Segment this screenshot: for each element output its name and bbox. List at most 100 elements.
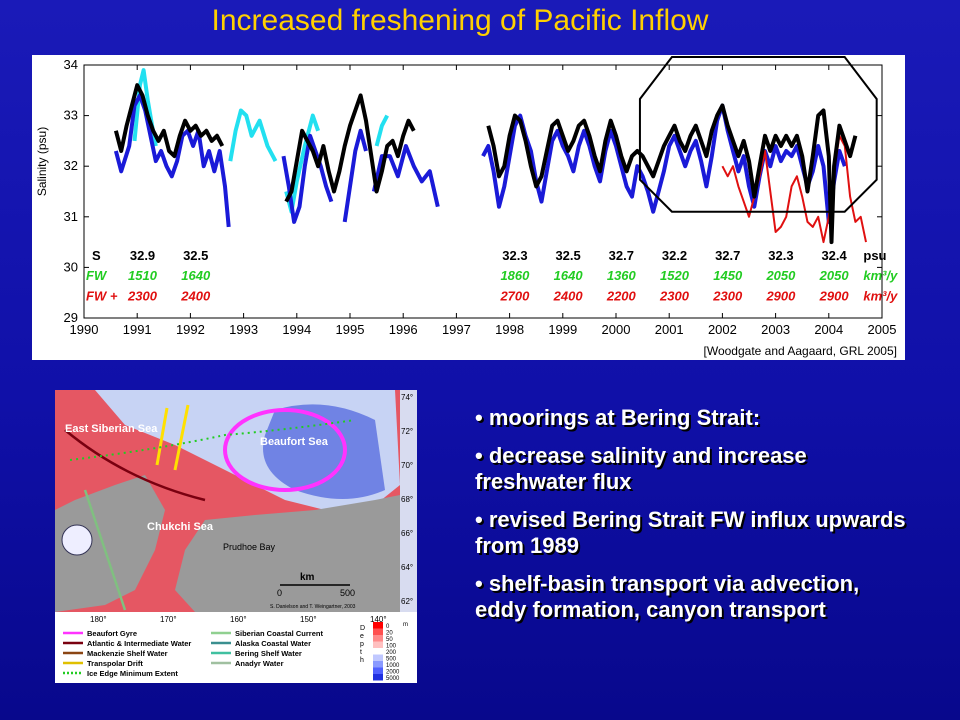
coastal-current-path: [83, 489, 127, 611]
depth-swatch: [373, 654, 383, 661]
logo-seal: [61, 524, 93, 556]
fwplus-row-value: 2300: [659, 288, 690, 303]
salinity-row-label: S: [92, 248, 101, 263]
label-beaufort: Beaufort Sea: [260, 436, 329, 448]
fwplus-row-unit: km³/y: [863, 288, 898, 303]
x-tick-label: 2004: [814, 322, 843, 337]
map-credit: S. Danielson and T. Weingartner, 2003: [270, 604, 356, 610]
fw-row-value: 1640: [181, 268, 211, 283]
x-tick-label: 2000: [602, 322, 631, 337]
fwplus-row-value: 2300: [127, 288, 158, 303]
x-tick-label: 1999: [548, 322, 577, 337]
depth-swatch: [373, 661, 383, 668]
fw-row-value: 1510: [128, 268, 158, 283]
citation: [Woodgate and Aagaard, GRL 2005]: [703, 344, 897, 358]
legend-label: Siberian Coastal Current: [235, 629, 323, 638]
highlight-octagon: [638, 56, 878, 213]
x-tick-label: 1998: [495, 322, 524, 337]
fw-row-value: 1640: [554, 268, 584, 283]
x-tick-label: 1991: [123, 322, 152, 337]
scale-km-label: km: [300, 572, 315, 583]
fw-row-value: 1360: [607, 268, 637, 283]
x-tick-label: 1990: [70, 322, 99, 337]
fw-row-value: 1450: [713, 268, 743, 283]
arctic-map-panel: East Siberian Sea Beaufort Sea Chukchi S…: [55, 390, 417, 683]
fwplus-row-value: 2400: [553, 288, 584, 303]
fw-row-label: FW: [86, 268, 108, 283]
fw-row-value: 2050: [765, 268, 796, 283]
map-lat-tick: 68°: [401, 495, 413, 504]
depth-tick: 0: [386, 624, 390, 630]
x-tick-label: 1993: [229, 322, 258, 337]
series-line-red: [721, 134, 867, 244]
map-lon-tick: 170°: [160, 615, 177, 624]
bullet-1: • moorings at Bering Strait:: [475, 405, 761, 430]
x-tick-label: 2001: [655, 322, 684, 337]
map-lat-tick: 66°: [401, 529, 413, 538]
beaufort-gyre-loop: [223, 408, 347, 492]
fw-row-value: 2050: [819, 268, 850, 283]
depth-swatch: [373, 628, 383, 635]
bullet-2: • decrease salinity and increase freshwa…: [475, 443, 807, 494]
legend-label: Mackenzie Shelf Water: [87, 649, 168, 658]
salinity-row-unit: psu: [863, 248, 886, 263]
salinity-row-value: 32.4: [821, 248, 847, 263]
ice-edge-dotted: [69, 419, 356, 461]
legend-label: Anadyr Water: [235, 659, 284, 668]
depth-swatch: [373, 641, 383, 648]
map-lat-tick: 74°: [401, 393, 413, 402]
depth-tick: 5000: [386, 676, 400, 682]
x-tick-label: 2003: [761, 322, 790, 337]
y-tick-label: 34: [64, 57, 78, 72]
map-lon-tick: 180°: [90, 615, 107, 624]
transpolar-arrow-2: [173, 404, 190, 471]
arctic-map: East Siberian Sea Beaufort Sea Chukchi S…: [55, 390, 417, 682]
slide-title: Increased freshening of Pacific Inflow: [211, 4, 709, 37]
salinity-row-value: 32.5: [183, 248, 208, 263]
map-lat-tick: 70°: [401, 461, 413, 470]
salinity-row-value: 32.3: [502, 248, 527, 263]
map-lon-tick: 140°: [370, 615, 387, 624]
depth-title-letter: h: [360, 657, 364, 664]
salinity-row-value: 32.3: [768, 248, 793, 263]
depth-swatch: [373, 674, 383, 681]
depth-title-letter: t: [360, 649, 362, 656]
fwplus-row-value: 2200: [606, 288, 637, 303]
x-tick-label: 1995: [336, 322, 365, 337]
depth-title-letter: e: [360, 633, 364, 640]
legend-label: Ice Edge Minimum Extent: [87, 669, 178, 678]
depth-tick: 1000: [386, 663, 400, 669]
legend-label: Atlantic & Intermediate Water: [87, 639, 191, 648]
y-tick-label: 30: [64, 259, 78, 274]
map-land-alaska: [175, 495, 400, 612]
legend-label: Bering Shelf Water: [235, 649, 302, 658]
y-tick-label: 31: [64, 209, 78, 224]
map-land-siberia: [55, 475, 165, 612]
fwplus-row-value: 2300: [712, 288, 743, 303]
x-tick-label: 2005: [868, 322, 897, 337]
depth-tick: 100: [386, 644, 397, 650]
map-axis-labels: 180° 170° 160° 150° 140° 74° 72° 70° 68° 66° 64° 62…: [90, 393, 413, 624]
depth-unit: m: [403, 622, 408, 628]
scale-0: 0: [277, 588, 282, 598]
depth-swatch: [373, 622, 383, 629]
series-line-blue: [281, 133, 334, 224]
y-tick-label: 32: [64, 158, 78, 173]
depth-tick: 500: [386, 657, 397, 663]
depth-title-letter: D: [360, 625, 365, 632]
y-tick-label: 33: [64, 108, 78, 123]
depth-tick: 50: [386, 637, 393, 643]
x-tick-label: 1994: [282, 322, 311, 337]
series-line-black: [113, 83, 225, 159]
fw-row-value: 1860: [500, 268, 530, 283]
series-line-black: [284, 93, 416, 203]
bullet-list: • moorings at Bering Strait: • decrease …: [475, 405, 915, 635]
label-prudhoe: Prudhoe Bay: [223, 542, 276, 552]
x-tick-label: 1997: [442, 322, 471, 337]
depth-title-letter: p: [360, 641, 364, 648]
fwplus-row-value: 2700: [499, 288, 530, 303]
series-line-blue: [342, 128, 368, 223]
legend-label: Beaufort Gyre: [87, 629, 137, 638]
series-line-blue: [481, 103, 847, 224]
atlantic-water-path: [64, 429, 206, 502]
